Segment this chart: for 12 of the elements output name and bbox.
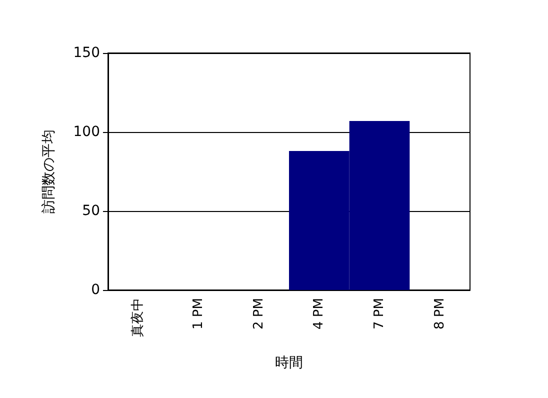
x-tick-label: 1 PM xyxy=(191,298,206,330)
x-tick-label: 8 PM xyxy=(432,298,448,330)
x-axis-title: 時間 xyxy=(275,355,303,371)
y-tick-label: 0 xyxy=(91,282,100,298)
y-tick-label: 100 xyxy=(73,124,100,140)
x-tick-label: 2 PM xyxy=(251,298,266,330)
y-tick-label: 50 xyxy=(82,203,100,219)
x-tick-label: 7 PM xyxy=(372,298,387,330)
x-tick-label: 真夜中 xyxy=(130,298,146,337)
y-axis-title: 訪問数の平均 xyxy=(41,130,57,214)
y-tick-label: 150 xyxy=(73,45,100,61)
x-tick-label: 4 PM xyxy=(312,298,327,330)
